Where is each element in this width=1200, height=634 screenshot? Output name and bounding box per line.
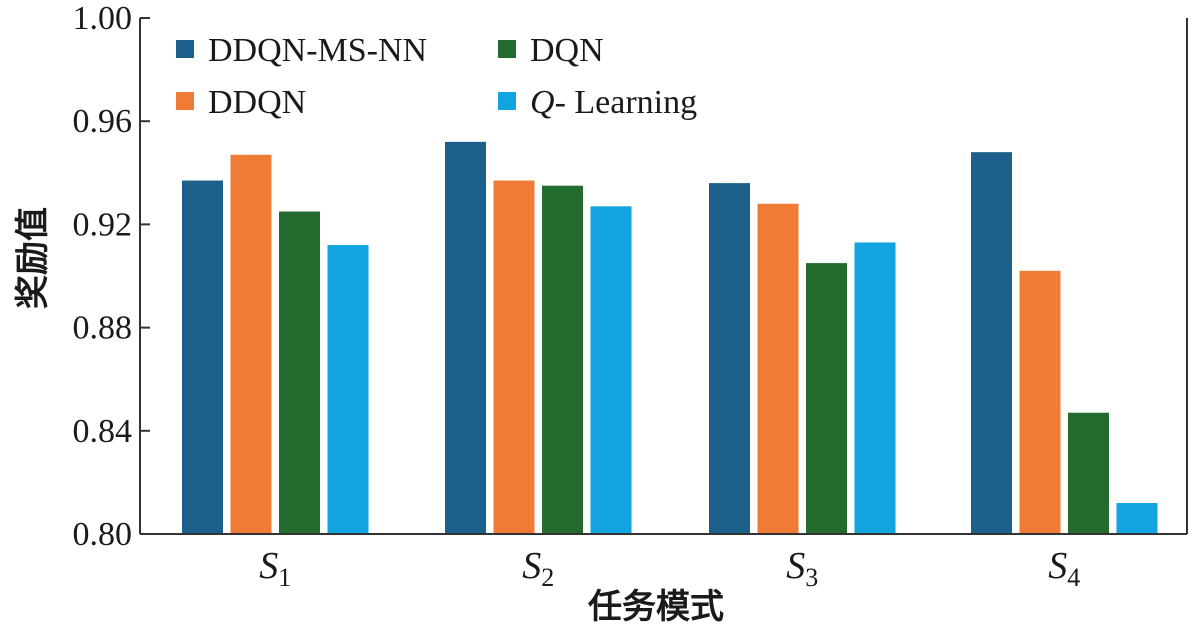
x-axis-title: 任务模式 [588,587,724,627]
x-category-label: S2 [522,545,554,592]
y-axis-title: 奖励值 [13,207,53,309]
legend-swatch-q-learning [498,92,516,110]
x-category-label: S1 [259,545,291,592]
x-category-letter: S [1048,545,1067,587]
bar-s2-series-0 [445,141,486,534]
bar-s4-series-1 [1019,270,1061,534]
y-tick-label: 0.96 [73,103,133,140]
x-category-subscript: 1 [278,563,291,592]
y-tick-label: 0.80 [73,516,133,553]
bar-s2-series-1 [493,180,535,535]
y-ticks-group: 0.80 0.84 0.88 0.92 0.96 1.00 [73,0,150,553]
x-category-label: S4 [1048,545,1080,592]
y-tick-label: 1.00 [73,0,133,37]
bar-s1-series-0 [182,180,223,535]
y-tick-label: 0.88 [73,310,133,347]
x-category-letter: S [786,545,805,587]
x-category-letter: S [259,545,278,587]
bar-s4-series-2 [1068,412,1109,534]
legend-swatch-ddqn-ms-nn [176,40,194,58]
legend-label-dqn: DQN [530,32,604,69]
bar-s3-series-1 [757,203,799,534]
x-category-label: S3 [786,545,818,592]
x-category-letter: S [522,545,541,587]
bar-s2-series-3 [590,206,632,534]
bar-s3-series-3 [854,242,896,534]
y-tick-label: 0.84 [73,413,133,450]
bar-s1-series-3 [327,245,369,535]
bar-s3-series-2 [806,263,847,534]
legend-label-q-prefix: Q [530,84,555,121]
x-category-subscript: 4 [1067,563,1080,592]
x-categories-group: S1 S2 S3 S4 [259,545,1080,592]
legend-label-q-dash: - [555,84,575,121]
x-category-subscript: 3 [805,563,818,592]
legend-swatch-dqn [498,40,516,58]
legend: DDQN-MS-NN DDQN DQN Q- Learning [176,32,697,121]
legend-swatch-ddqn [176,92,194,110]
x-category-subscript: 2 [541,563,554,592]
bar-s1-series-1 [230,154,272,535]
legend-label-ddqn: DDQN [208,84,306,121]
legend-label-ddqn-ms-nn: DDQN-MS-NN [208,32,427,69]
legend-label-q-word: Learning [574,84,697,121]
bar-s1-series-2 [279,211,320,534]
bar-s4-series-0 [971,152,1012,534]
y-tick-label: 0.92 [73,206,133,243]
bar-s2-series-2 [542,185,583,534]
bars-group [182,141,1158,535]
legend-label-q-learning: Q- Learning [530,84,697,121]
bar-s4-series-3 [1116,503,1158,534]
bar-s3-series-0 [709,183,750,534]
